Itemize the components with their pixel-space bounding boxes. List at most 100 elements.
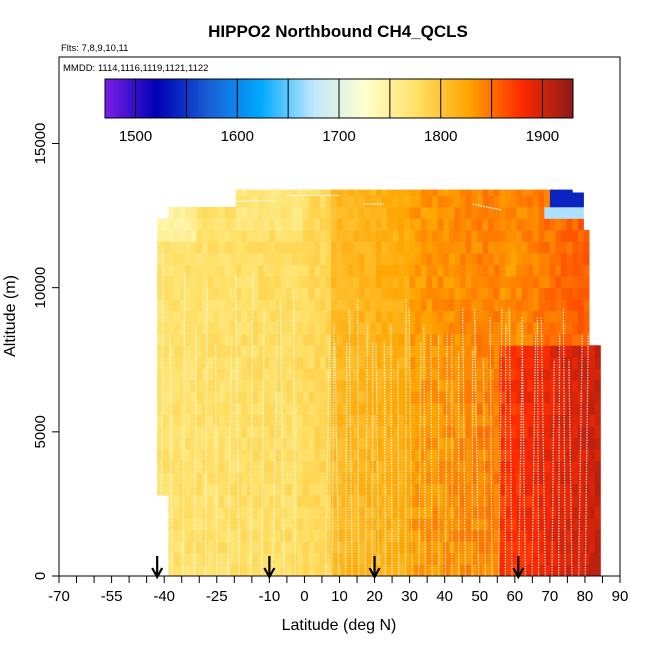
heat-cell [185,426,192,438]
heat-cell [437,472,444,485]
heat-cell [190,529,197,542]
x-tick-label: 30 [401,588,418,605]
heat-cell [325,241,332,254]
heat-cell [336,403,343,415]
heat-cell [168,437,175,450]
heat-cell [179,552,186,565]
heat-cell [549,322,556,335]
heat-cell [471,460,478,473]
heat-cell [241,276,248,288]
flights-note: Flts: 7,8,9,10,11 [61,43,128,54]
heat-cell [168,391,175,404]
heat-cell [308,564,315,577]
heat-cell [342,495,349,508]
heat-cell [202,529,209,542]
heat-cell [426,333,433,346]
colorbar-swatch [251,79,255,118]
heat-cell [499,506,506,519]
heat-cell [572,206,579,219]
heat-cell [162,426,169,438]
heat-cell [286,506,293,519]
heat-cell [196,460,203,473]
heat-cell [230,379,237,392]
heat-cell [303,552,309,565]
heat-cell [448,287,455,300]
heat-cell [224,322,231,335]
heat-cell [308,276,315,288]
heat-cell [544,403,551,415]
heat-cell [303,483,309,496]
heat-cell [269,518,276,531]
heat-cell [555,322,562,335]
heat-cell [319,218,326,231]
x-tick-label: 80 [577,588,594,605]
heat-cell [471,218,478,231]
heat-cell [488,495,495,508]
heat-cell [533,449,539,461]
heat-cell [364,333,371,346]
heat-cell [263,426,270,438]
heat-cell [342,322,349,335]
heat-cell [297,437,304,450]
heat-cell [538,379,545,392]
heat-cell [409,472,416,485]
heat-cell [376,449,382,461]
heat-cell [202,495,209,508]
heat-cell [157,241,164,254]
heat-cell [202,241,209,254]
colorbar-swatch [280,79,284,118]
heat-cell [561,230,568,242]
colorbar-swatch [555,79,559,118]
heat-cell [465,333,472,346]
heat-cell [246,345,253,358]
heat-cell [493,552,500,565]
heat-cell [325,264,332,277]
heat-cell [538,495,545,508]
heat-cell [476,437,483,450]
heat-cell [437,483,444,496]
heat-cell [448,206,455,219]
heat-cell [516,483,523,496]
heat-cell [246,230,253,242]
heat-cell [235,218,242,231]
heat-cell [263,414,270,427]
heat-cell [577,276,584,288]
flight-track [272,316,278,577]
heat-cell [275,472,281,485]
heat-cell [510,333,517,346]
heat-cell [381,356,388,369]
heat-cell [224,426,231,438]
heat-cell [476,414,483,427]
heat-cell [370,356,377,369]
heat-cell [471,449,478,461]
heat-cell [190,541,197,554]
heat-cell [347,552,354,565]
heat-cell [555,426,562,438]
heat-cell [482,495,489,508]
heat-cell [162,414,169,427]
heat-cell [398,368,405,381]
heat-cell [179,276,186,288]
heat-cell [476,529,483,542]
heat-cell [174,426,180,438]
heat-cell [252,506,259,519]
colorbar-swatch [219,79,223,118]
heat-cell [319,529,326,542]
heat-cell [168,403,175,415]
heat-cell [224,333,231,346]
heat-cell [404,449,410,461]
heat-cell [516,460,523,473]
heat-cell [533,391,539,404]
heat-cell [213,414,220,427]
heat-cell [555,414,562,427]
heat-cell [499,460,506,473]
heat-cell [286,414,293,427]
heat-cell [577,264,584,277]
heat-cell [286,310,293,323]
heat-cell [359,322,366,335]
heat-cell [465,264,472,277]
heat-cell [241,483,248,496]
heat-cell [331,460,338,473]
heat-cell [297,495,304,508]
heat-cell [454,426,461,438]
